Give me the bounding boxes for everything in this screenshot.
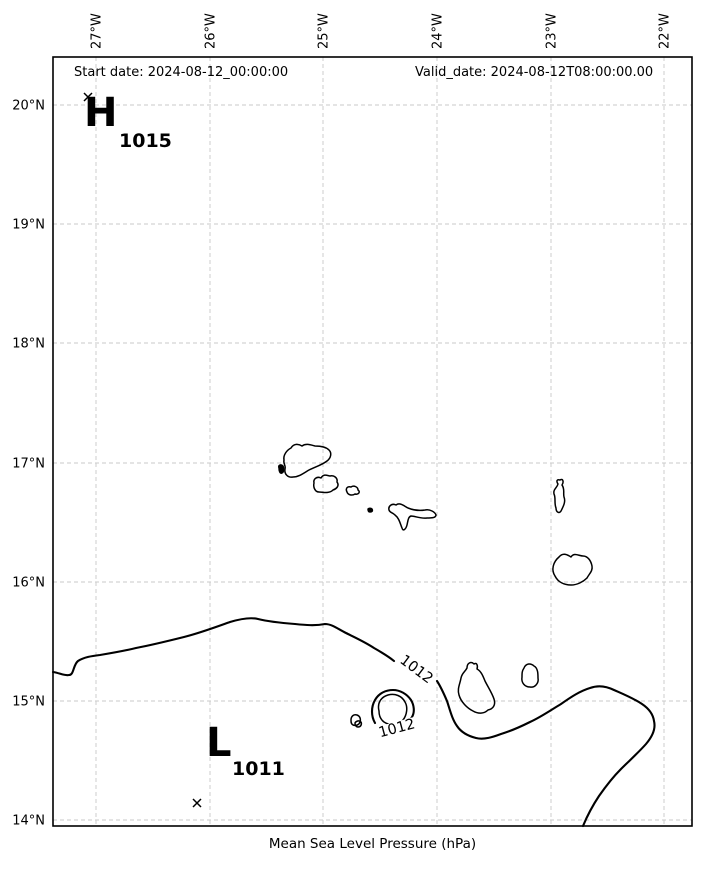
tick-label-layer: 27°W 26°W 25°W 24°W 23°W 22°W 20°N 19°N 18°N 17°N… [12,13,672,829]
start-date-annotation: Start date: 2024-08-12_00:00:00 [74,65,289,80]
x-tick-label: 22°W [658,13,673,49]
high-center-cross-marker [83,92,93,102]
cross-marker-layer [83,92,202,808]
coastline-sao-vicente [313,474,339,494]
coastline-santa-luzia [345,485,360,496]
high-pressure-symbol: H [84,90,118,136]
plot-border [52,56,693,827]
x-tick-label: 25°W [317,13,332,49]
coastline-santiago [457,661,496,714]
y-tick-label: 19°N [12,218,45,233]
y-tick-label: 18°N [12,337,45,352]
pressure-contour-layer [51,617,656,828]
high-pressure-value: 1015 [119,130,172,152]
x-tick-label: 27°W [90,13,105,49]
coastline-boa-vista [552,553,593,586]
axis-title: Mean Sea Level Pressure (hPa) [268,836,477,852]
y-tick-label: 15°N [12,695,45,710]
coastline-sao-nicolau [388,503,437,531]
y-tick-label: 14°N [12,814,45,829]
x-tick-label: 24°W [431,13,446,49]
y-tick-label: 17°N [12,457,45,472]
isobar-1012 [435,679,656,828]
low-pressure-value: 1011 [232,758,285,780]
coastline-islet-west [278,464,285,474]
coastline-layer [278,443,593,728]
coastline-maio [521,663,539,688]
y-tick-label: 20°N [12,99,45,114]
coastline-sal [553,478,566,514]
x-tick-label: 23°W [545,13,560,49]
isobar-1012 [51,617,396,677]
low-pressure-symbol: L [206,720,232,766]
plot-frame-layer [52,56,693,827]
coastline-islet-raso [367,507,374,513]
coastline-fogo [377,693,408,726]
x-tick-label: 26°W [204,13,219,49]
valid-date-annotation: Valid_date: 2024-08-12T08:00:00.00 [415,65,654,80]
low-center-cross-marker [192,798,202,808]
coastline-santo-antao [283,443,332,478]
coastline-brava [350,714,363,728]
y-tick-label: 16°N [12,576,45,591]
